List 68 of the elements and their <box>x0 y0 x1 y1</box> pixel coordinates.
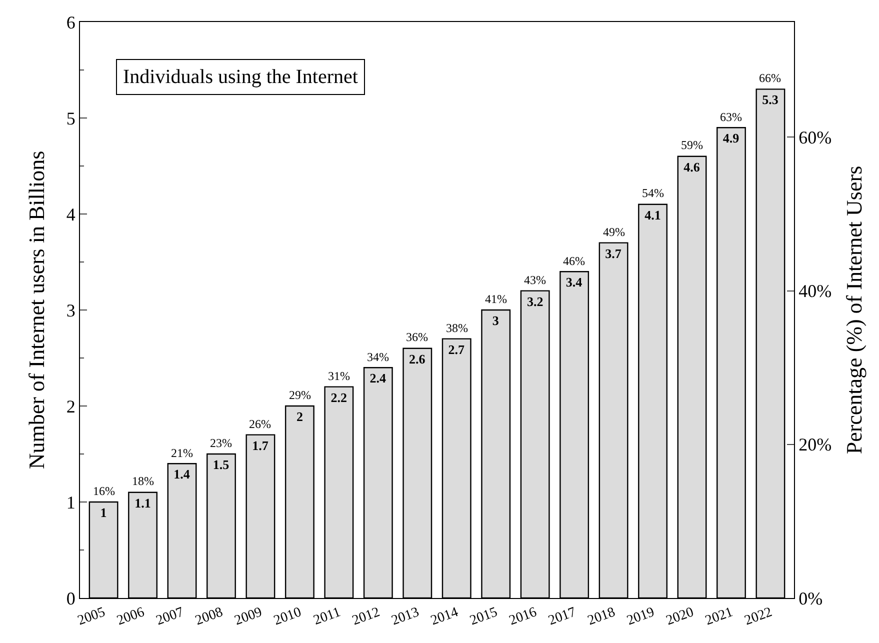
annotation: 63% <box>720 110 742 124</box>
x-tick-label: 2012 <box>350 605 382 629</box>
x-tick-label: 2018 <box>586 605 618 629</box>
data-label: 2.2 <box>330 390 348 405</box>
y-tick-label: 2 <box>66 396 76 416</box>
y-tick-label: 0 <box>66 588 76 608</box>
y-tick-label: 1 <box>66 492 76 512</box>
data-label: 4.9 <box>722 130 740 146</box>
y-tick-label: 3 <box>66 300 76 320</box>
annotation: 54% <box>642 186 664 200</box>
y2-tick-label: 0% <box>798 588 823 608</box>
annotation: 66% <box>759 71 781 85</box>
x-tick-label: 2007 <box>154 605 186 629</box>
x-tick-label: 2014 <box>428 605 460 629</box>
data-label: 3.2 <box>526 294 544 309</box>
annotation: 38% <box>446 321 468 335</box>
data-label: 3.4 <box>566 274 583 290</box>
x-tick-label: 2010 <box>272 605 304 629</box>
annotation: 31% <box>328 369 350 383</box>
x-tick-label: 2006 <box>115 605 147 629</box>
annotation: 16% <box>93 484 115 498</box>
data-label: 1.5 <box>212 457 230 472</box>
data-label: 1.1 <box>134 495 151 510</box>
y-axis-title: Number of Internet users in Billions <box>24 150 50 470</box>
x-tick-label: 2008 <box>194 605 225 629</box>
data-label: 1.7 <box>252 438 269 453</box>
annotation: 29% <box>289 388 311 402</box>
y-tick-label: 6 <box>66 12 76 32</box>
data-label: 2.6 <box>409 351 426 366</box>
annotation: 26% <box>249 417 271 431</box>
x-tick-label: 2020 <box>664 605 696 629</box>
data-label: 2 <box>296 409 303 424</box>
annotation: 23% <box>210 436 232 450</box>
y-tick-label: 5 <box>66 108 76 128</box>
annotation: 43% <box>524 273 546 287</box>
data-label: 1.4 <box>174 466 190 482</box>
data-label: 3.7 <box>605 246 622 261</box>
y-tick-label: 4 <box>66 204 76 224</box>
x-tick-label: 2016 <box>507 605 539 629</box>
data-label: 2.4 <box>370 370 387 386</box>
annotation: 21% <box>171 446 193 460</box>
x-tick-label: 2021 <box>704 605 735 629</box>
annotation: 34% <box>367 350 389 364</box>
data-label: 5.3 <box>762 92 779 108</box>
y2-tick-label: 20% <box>798 434 832 455</box>
x-tick-label: 2022 <box>742 605 774 629</box>
data-label: 4.6 <box>684 159 700 174</box>
x-tick-label: 2005 <box>76 605 108 629</box>
annotation: 49% <box>603 225 625 239</box>
annotation: 41% <box>485 292 507 306</box>
data-label: 3 <box>492 313 500 328</box>
text: Individuals using the Internet <box>123 66 358 88</box>
data-label: 1 <box>100 505 107 520</box>
annotation: 36% <box>406 330 428 344</box>
data-label: 4.1 <box>644 207 661 222</box>
x-tick-label: 2009 <box>232 605 264 629</box>
y2-tick-label: 40% <box>798 281 832 302</box>
x-tick-label: 2013 <box>390 605 422 629</box>
annotation: 18% <box>132 474 154 488</box>
annotation: 59% <box>681 138 703 152</box>
x-tick-label: 2017 <box>546 605 578 629</box>
data-label: 2.7 <box>448 342 465 357</box>
y2-axis-title: Percentage (%) of Internet Users <box>842 166 866 454</box>
annotation: 46% <box>563 254 585 268</box>
x-tick-label: 2019 <box>625 605 657 629</box>
y2-tick-label: 60% <box>798 128 832 148</box>
x-tick-label: 2015 <box>468 605 500 629</box>
x-tick-label: 2011 <box>312 605 343 629</box>
